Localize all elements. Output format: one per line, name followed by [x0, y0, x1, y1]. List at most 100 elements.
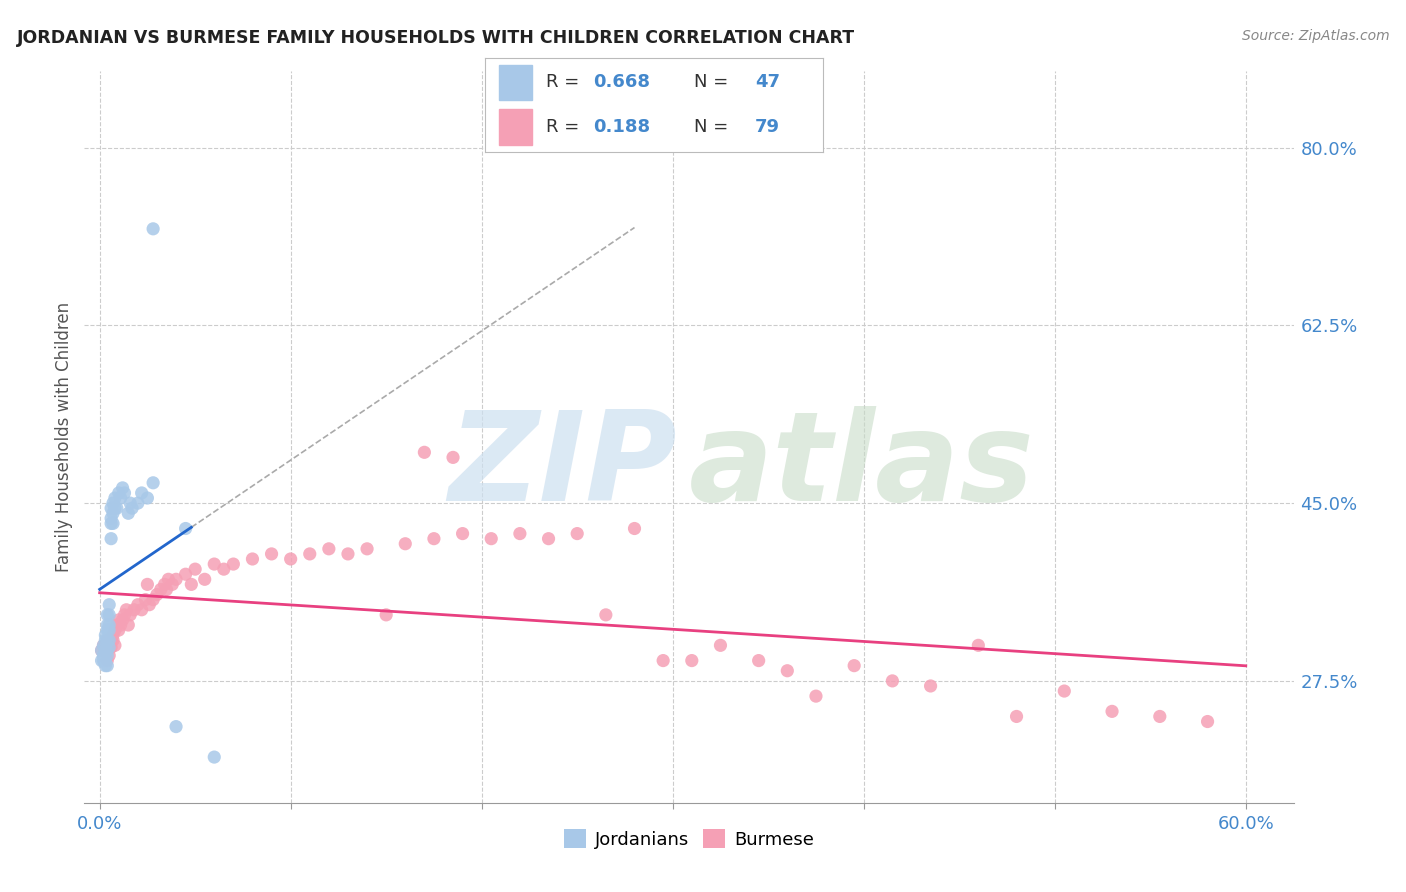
Point — [174, 521, 197, 535]
Point — [804, 689, 827, 703]
Point — [336, 547, 359, 561]
Point — [100, 501, 122, 516]
Point — [131, 486, 153, 500]
Point — [98, 623, 121, 637]
Point — [174, 567, 197, 582]
Point — [101, 506, 124, 520]
Point — [451, 526, 474, 541]
Point — [844, 658, 866, 673]
Text: N =: N = — [695, 73, 734, 91]
Bar — [499, 110, 533, 145]
Text: 0.188: 0.188 — [593, 119, 650, 136]
Point — [146, 588, 169, 602]
Point — [142, 592, 165, 607]
Point — [537, 532, 560, 546]
Point — [94, 658, 117, 673]
Point — [117, 506, 139, 520]
Point — [1005, 709, 1028, 723]
Point — [101, 516, 124, 531]
Point — [100, 511, 122, 525]
Point — [298, 547, 321, 561]
Point — [165, 572, 187, 586]
Point — [96, 658, 118, 673]
Point — [90, 654, 112, 668]
Point — [96, 633, 118, 648]
Point — [122, 603, 145, 617]
Point — [127, 496, 149, 510]
Point — [107, 623, 129, 637]
Point — [98, 607, 121, 622]
Point — [149, 582, 172, 597]
Point — [90, 643, 112, 657]
Point — [222, 557, 245, 571]
Text: N =: N = — [695, 119, 734, 136]
Point — [94, 628, 117, 642]
Point — [165, 720, 187, 734]
Point — [96, 623, 118, 637]
Point — [100, 633, 122, 648]
Point — [242, 552, 264, 566]
Point — [681, 654, 703, 668]
Point — [748, 654, 770, 668]
Text: Source: ZipAtlas.com: Source: ZipAtlas.com — [1241, 29, 1389, 43]
Point — [93, 654, 115, 668]
Point — [120, 496, 142, 510]
Point — [107, 613, 129, 627]
Point — [157, 572, 180, 586]
Text: atlas: atlas — [689, 406, 1035, 527]
Point — [138, 598, 160, 612]
Point — [153, 577, 176, 591]
Point — [117, 618, 139, 632]
Point — [111, 481, 134, 495]
Point — [160, 577, 183, 591]
Point — [104, 638, 127, 652]
Point — [318, 541, 340, 556]
Point — [105, 618, 128, 632]
Point — [105, 501, 128, 516]
Point — [356, 541, 378, 556]
Point — [882, 673, 904, 688]
Point — [93, 648, 115, 663]
Point — [652, 654, 675, 668]
Point — [1149, 709, 1171, 723]
Point — [93, 638, 115, 652]
Point — [98, 640, 121, 655]
Point — [110, 618, 132, 632]
Point — [142, 222, 165, 236]
Point — [413, 445, 436, 459]
Point — [98, 598, 121, 612]
Point — [423, 532, 446, 546]
Text: R =: R = — [546, 73, 585, 91]
Point — [96, 648, 118, 663]
Point — [194, 572, 217, 586]
Point — [107, 486, 129, 500]
Point — [100, 640, 122, 655]
Text: 79: 79 — [755, 119, 780, 136]
Point — [93, 638, 115, 652]
Point — [595, 607, 617, 622]
Point — [104, 501, 127, 516]
Point — [94, 638, 117, 652]
Point — [441, 450, 464, 465]
Point — [96, 643, 118, 657]
Point — [96, 618, 118, 632]
Point — [136, 577, 159, 591]
Bar — [499, 64, 533, 100]
Point — [280, 552, 302, 566]
Point — [136, 491, 159, 505]
Point — [96, 633, 118, 648]
Point — [94, 643, 117, 657]
Point — [127, 598, 149, 612]
Point — [1197, 714, 1219, 729]
Point — [776, 664, 799, 678]
Point — [100, 516, 122, 531]
Point — [142, 475, 165, 490]
Legend: Jordanians, Burmese: Jordanians, Burmese — [557, 822, 821, 856]
Point — [94, 633, 117, 648]
Point — [623, 521, 645, 535]
Point — [155, 582, 177, 597]
Point — [131, 603, 153, 617]
Point — [184, 562, 207, 576]
Point — [104, 491, 127, 505]
Point — [567, 526, 589, 541]
